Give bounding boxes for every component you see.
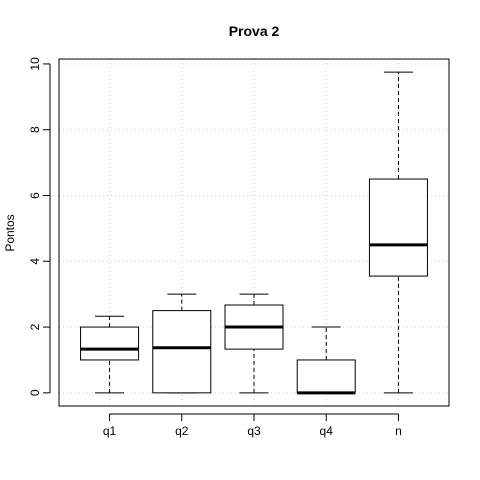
x-tick-label: q1 [103, 424, 117, 438]
x-tick-label: q2 [175, 424, 189, 438]
y-axis: 0 2 4 6 8 10 [28, 57, 51, 396]
y-axis-label: Pontos [3, 214, 17, 251]
y-tick-label: 2 [28, 323, 42, 330]
x-tick-label: n [395, 424, 402, 438]
box-q3 [224, 293, 284, 394]
x-tick-label: q3 [247, 424, 261, 438]
iqr-box [296, 359, 356, 394]
y-tick-label: 8 [28, 126, 42, 133]
box-q2 [152, 293, 212, 394]
x-tick-label: q4 [320, 424, 334, 438]
y-tick-label: 4 [28, 258, 42, 265]
y-tick-label: 10 [28, 57, 42, 71]
box-n [368, 71, 428, 394]
iqr-box [368, 178, 428, 277]
y-tick-label: 6 [28, 192, 42, 199]
boxes [80, 71, 428, 395]
plot-frame [58, 58, 450, 407]
x-axis: q1 q2 q3 q4 n [103, 413, 402, 438]
iqr-box [152, 310, 212, 394]
chart-title: Prova 2 [229, 23, 280, 39]
y-tick-label: 0 [28, 389, 42, 396]
iqr-box [80, 326, 140, 361]
box-q4 [296, 326, 356, 395]
box-q1 [80, 315, 140, 394]
